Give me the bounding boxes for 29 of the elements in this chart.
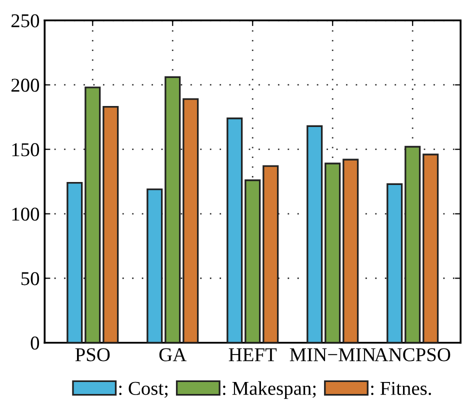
bar bbox=[226, 118, 243, 343]
y-tick-label: 200 bbox=[11, 78, 40, 92]
bar bbox=[324, 162, 341, 343]
x-tick-label: MIN−MIN bbox=[290, 348, 376, 362]
legend-label: : Makespan; bbox=[223, 381, 316, 399]
y-tick-label: 50 bbox=[21, 272, 40, 286]
legend-label: : Cost; bbox=[119, 382, 168, 398]
bar bbox=[102, 106, 119, 343]
bar bbox=[386, 183, 403, 343]
x-tick-label: ANCPSO bbox=[374, 348, 450, 362]
y-tick-label: 250 bbox=[11, 14, 40, 28]
y-tick-label: 150 bbox=[12, 143, 40, 156]
bar bbox=[146, 188, 163, 343]
bar bbox=[164, 76, 181, 343]
x-tick-label: PSO bbox=[75, 348, 110, 362]
x-tick-label: GA bbox=[159, 348, 187, 362]
y-tick-label: 100 bbox=[12, 208, 40, 221]
bar bbox=[306, 125, 323, 343]
x-tick-label: HEFT bbox=[228, 348, 277, 362]
bar bbox=[84, 86, 101, 343]
bar bbox=[262, 165, 279, 343]
bar bbox=[342, 158, 359, 343]
bar bbox=[182, 98, 199, 343]
bar bbox=[422, 154, 439, 343]
legend-label: : Fitnes. bbox=[371, 382, 431, 396]
bar bbox=[66, 182, 83, 343]
y-tick-label: 0 bbox=[30, 336, 40, 350]
bar bbox=[244, 179, 261, 343]
bar bbox=[404, 146, 421, 343]
